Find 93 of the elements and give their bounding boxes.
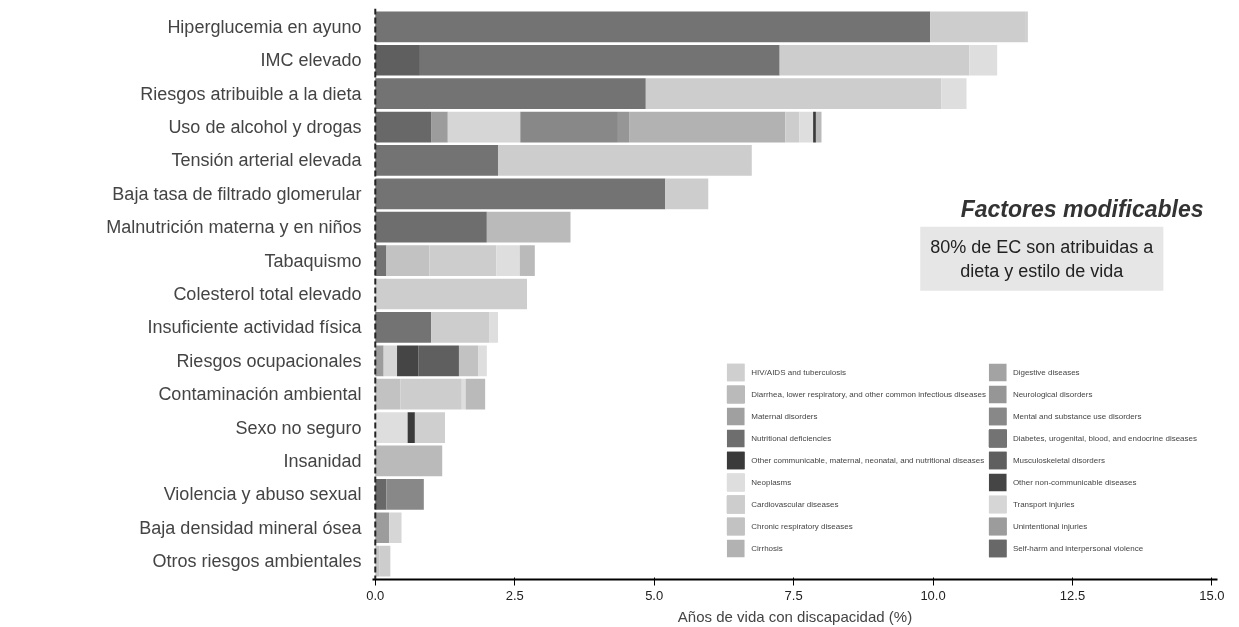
bar [461, 378, 466, 410]
bar [617, 111, 630, 143]
legend-label: Unintentional injuries [1012, 520, 1088, 533]
bar [375, 445, 443, 477]
bar [665, 178, 709, 210]
legend-label: Chronic respiratory diseases [751, 520, 853, 533]
annotation: 80% de EC son atribuidas a dieta y estilo de vida [930, 236, 1155, 281]
bar [375, 211, 487, 243]
y-tick-label: Hiperglucemia en ayuno [167, 16, 362, 37]
bar [375, 412, 408, 443]
bar [519, 245, 535, 276]
bar [375, 312, 432, 343]
bar [419, 44, 780, 76]
y-tick-label: Tensión arterial elevada [171, 150, 363, 171]
bar [386, 478, 424, 510]
legend-label: Neoplasms [751, 476, 792, 489]
legend-label: Other communicable, maternal, neonatal, and nutritional diseases [751, 454, 985, 467]
bar [431, 111, 448, 143]
bar [785, 111, 800, 143]
legend-label: Diarrhea, lower respiratory, and other common infectious diseases [751, 388, 986, 401]
legend-label: Maternal disorders [751, 410, 818, 423]
legend-label: Mental and substance use disorders [1012, 410, 1142, 423]
bar [397, 345, 419, 377]
y-tick-label: Insuficiente actividad física [147, 317, 363, 338]
bar [629, 111, 786, 143]
y-tick-label: Violencia y abuso sexual [163, 484, 362, 505]
bar [418, 345, 459, 377]
annotation: Factores modificables [960, 196, 1204, 223]
bar [414, 412, 446, 443]
bar [465, 378, 486, 410]
legend-label: Cardiovascular diseases [751, 498, 839, 511]
bar [375, 278, 527, 310]
legend-label: Cirrhosis [751, 542, 783, 555]
x-axis-title: Años de vida con discapacidad (%) [677, 607, 913, 625]
bar [813, 111, 816, 143]
bar [489, 312, 498, 343]
bar [375, 512, 390, 544]
x-tick-label: 0.0 [366, 587, 385, 603]
y-tick-label: Uso de alcohol y drogas [168, 117, 362, 138]
bar [389, 512, 402, 544]
bar [375, 111, 432, 143]
x-tick-label: 7.5 [784, 587, 803, 603]
legend-label: HIV/AIDS and tuberculosis [751, 366, 846, 379]
bar [496, 245, 520, 276]
y-tick-label: Baja densidad mineral ósea [139, 517, 363, 538]
bar [375, 145, 498, 176]
y-tick-label: Riesgos atribuible a la dieta [140, 83, 363, 104]
y-tick-label: Otros riesgos ambientales [152, 551, 362, 572]
legend-label: Self-harm and interpersonal violence [1012, 542, 1144, 555]
y-tick-label: Malnutrición materna y en niños [106, 217, 362, 238]
y-tick-label: Insanidad [283, 450, 362, 471]
bar [520, 111, 618, 143]
bar [498, 145, 752, 176]
legend-label: Transport injuries [1012, 498, 1075, 511]
bar [375, 178, 666, 210]
bar [379, 545, 391, 577]
y-tick-label: Tabaquismo [264, 250, 362, 271]
bar [375, 345, 384, 377]
bar [375, 11, 931, 43]
bar [375, 245, 387, 276]
legend-label: Neurological disorders [1012, 388, 1093, 401]
bar [407, 412, 415, 443]
bar [779, 44, 970, 76]
bar [645, 78, 942, 110]
legend-label: Diabetes, urogenital, blood, and endocrine diseases [1012, 432, 1197, 445]
legend-label: Musculoskeletal disorders [1012, 454, 1105, 467]
bar [375, 78, 646, 110]
legend-label: Digestive diseases [1012, 366, 1080, 379]
bar [930, 11, 1026, 43]
x-tick-label: 15.0 [1199, 587, 1225, 603]
legend-label: Nutritional deficiencies [751, 432, 832, 445]
bar [375, 44, 420, 76]
bar [486, 211, 571, 243]
y-tick-label: Contaminación ambiental [158, 384, 362, 405]
bar [383, 345, 398, 377]
bar [941, 78, 967, 110]
y-tick-label: Sexo no seguro [235, 417, 362, 438]
bar [458, 345, 479, 377]
bar [799, 111, 814, 143]
y-tick-label: Riesgos ocupacionales [176, 350, 362, 371]
bar [375, 478, 387, 510]
bar [969, 44, 998, 76]
x-tick-label: 2.5 [505, 587, 524, 603]
y-tick-label: IMC elevado [260, 50, 362, 71]
y-tick-label: Colesterol total elevado [173, 284, 362, 304]
bar [478, 345, 487, 377]
x-tick-label: 12.5 [1059, 587, 1086, 603]
x-tick-label: 10.0 [920, 587, 946, 603]
y-tick-label: Baja tasa de filtrado glomerular [112, 183, 362, 204]
bar [431, 312, 490, 343]
x-tick-label: 5.0 [645, 587, 664, 603]
bar [447, 111, 521, 143]
legend-label: Other non-communicable diseases [1012, 476, 1137, 489]
